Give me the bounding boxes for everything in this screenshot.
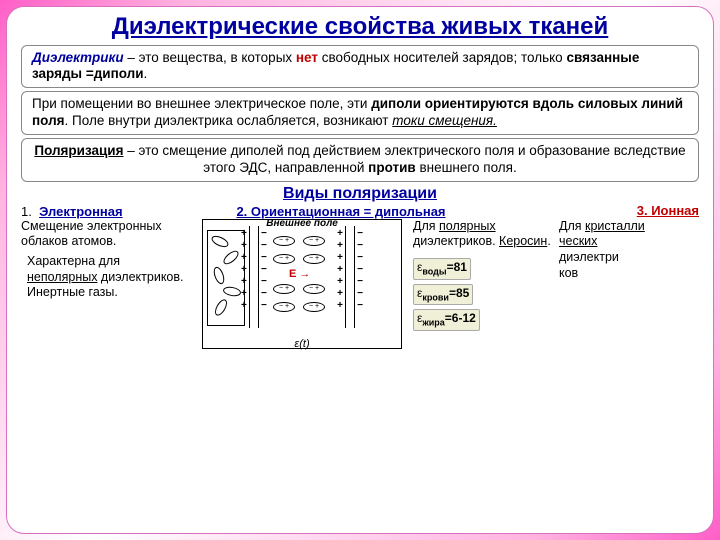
eps-blood: εкрови=85 bbox=[413, 284, 473, 306]
displacement-currents: токи смещения. bbox=[392, 113, 497, 128]
kind-3-label: 3. Ионная bbox=[481, 203, 699, 219]
aligned-dipole: − + bbox=[303, 236, 325, 246]
random-dipoles-box bbox=[207, 230, 245, 326]
eps-water: εводы=81 bbox=[413, 258, 471, 280]
columns: Смещение электронных облаков атомов. Хар… bbox=[21, 219, 699, 349]
external-field-label: Внешнее поле bbox=[203, 218, 401, 229]
aligned-dipole: − + bbox=[303, 302, 325, 312]
e-field-arrow: E → bbox=[289, 268, 310, 280]
aligned-dipole: − + bbox=[303, 254, 325, 264]
plate-right bbox=[345, 226, 355, 328]
aligned-dipole: − + bbox=[273, 284, 295, 294]
aligned-dipole: − + bbox=[303, 284, 325, 294]
plate-left bbox=[249, 226, 259, 328]
kind-1-label: 1. Электронная bbox=[21, 203, 201, 219]
dipolar-desc: Для полярных диэлектриков. Керосин. bbox=[413, 219, 553, 250]
text: При помещении во внешнее электрическое п… bbox=[32, 96, 371, 111]
text: – это вещества, в которых bbox=[124, 50, 296, 65]
definition-box-3: Поляризация – это смещение диполей под д… bbox=[21, 138, 699, 182]
aligned-dipole: − + bbox=[273, 236, 295, 246]
col-ionic: Для кристаллических диэлектриков bbox=[559, 219, 659, 349]
col-dipolar: Для полярных диэлектриков. Керосин. εвод… bbox=[413, 219, 553, 349]
text: . bbox=[144, 66, 148, 81]
text: . Поле внутри диэлектрика ослабляется, в… bbox=[65, 113, 393, 128]
text: внешнего поля. bbox=[416, 160, 517, 175]
word-no: нет bbox=[296, 50, 318, 65]
term-dielectrics: Диэлектрики bbox=[32, 50, 124, 65]
page: Диэлектрические свойства живых тканей Ди… bbox=[6, 6, 714, 534]
term-polarization: Поляризация bbox=[34, 143, 123, 158]
electronic-desc-2: Характерна для неполярных диэлектриков. … bbox=[21, 254, 191, 301]
definition-box-2: При помещении во внешнее электрическое п… bbox=[21, 91, 699, 135]
aligned-dipole: − + bbox=[273, 254, 295, 264]
dipole-diagram: Внешнее поле +++++++ −−−−−−− +++++++ −−−… bbox=[202, 219, 402, 349]
eps-t-label: ε(t) bbox=[203, 338, 401, 350]
signs-plus-outer: +++++++ bbox=[241, 228, 247, 312]
signs-minus-outer: −−−−−−− bbox=[357, 228, 363, 312]
aligned-dipole: − + bbox=[273, 302, 295, 312]
text: свободных носителей зарядов; только bbox=[318, 50, 566, 65]
main-title: Диэлектрические свойства живых тканей bbox=[21, 13, 699, 41]
definition-box-1: Диэлектрики – это вещества, в которых не… bbox=[21, 45, 699, 89]
signs-plus-inner: −−−−−−− bbox=[261, 228, 267, 312]
signs-minus-inner: +++++++ bbox=[337, 228, 343, 312]
electronic-desc-1: Смещение электронных облаков атомов. bbox=[21, 219, 191, 250]
eps-fat: εжира=6-12 bbox=[413, 309, 480, 331]
col-electronic: Смещение электронных облаков атомов. Хар… bbox=[21, 219, 191, 349]
kind-2-label: 2. Ориентационная = дипольная bbox=[201, 203, 481, 219]
kinds-heading: Виды поляризации bbox=[21, 185, 699, 203]
word-against: против bbox=[368, 160, 416, 175]
col-diagram: Внешнее поле +++++++ −−−−−−− +++++++ −−−… bbox=[197, 219, 407, 349]
